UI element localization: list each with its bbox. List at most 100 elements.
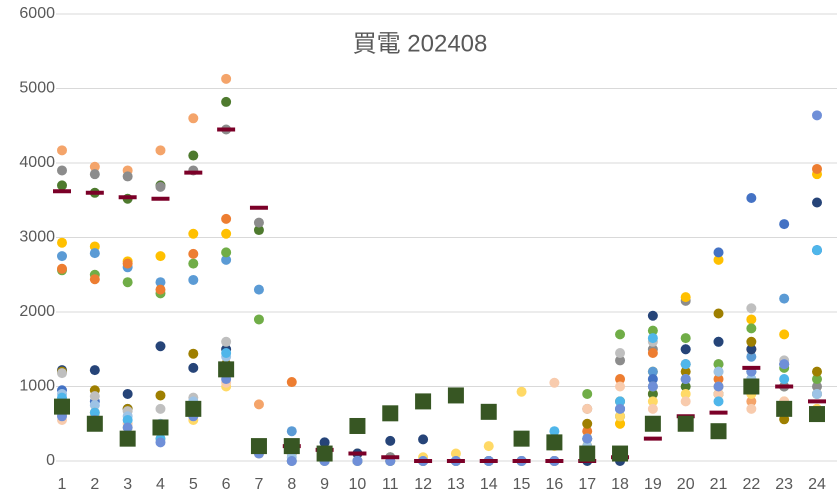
marker <box>286 426 297 437</box>
marker <box>447 387 464 404</box>
marker <box>188 150 199 161</box>
marker <box>152 419 169 436</box>
marker <box>612 445 629 462</box>
marker <box>385 435 396 446</box>
marker <box>253 284 264 295</box>
marker <box>680 292 691 303</box>
marker <box>122 422 133 433</box>
marker <box>57 145 67 156</box>
marker <box>647 396 658 407</box>
marker <box>516 386 527 397</box>
marker <box>221 254 232 265</box>
marker <box>155 437 166 448</box>
marker <box>221 73 232 84</box>
marker <box>680 381 691 392</box>
marker <box>57 263 67 274</box>
marker <box>253 217 264 228</box>
marker <box>779 293 790 304</box>
marker <box>89 365 100 376</box>
marker <box>746 351 757 362</box>
marker <box>579 445 596 462</box>
marker <box>119 430 136 447</box>
x-tick-label: 22 <box>742 476 760 493</box>
marker <box>746 323 757 334</box>
marker <box>743 378 760 395</box>
marker <box>779 329 790 340</box>
marker <box>746 396 757 407</box>
marker <box>779 374 790 385</box>
marker <box>647 388 658 399</box>
marker <box>89 400 100 411</box>
marker <box>57 251 67 262</box>
x-tick-label: 7 <box>255 476 264 493</box>
y-tick-label: 6000 <box>19 5 55 22</box>
marker <box>680 396 691 407</box>
marker <box>188 362 199 373</box>
marker <box>713 359 724 370</box>
marker <box>155 181 166 192</box>
x-tick-label: 11 <box>382 476 399 493</box>
marker <box>746 403 757 414</box>
marker <box>582 433 593 444</box>
marker <box>615 329 626 340</box>
marker <box>253 225 264 236</box>
marker <box>746 336 757 347</box>
marker <box>352 456 363 466</box>
marker <box>253 314 264 325</box>
marker <box>647 374 658 385</box>
marker <box>746 303 757 314</box>
marker <box>582 426 593 437</box>
marker <box>746 193 757 204</box>
marker <box>746 314 757 325</box>
x-tick-label: 18 <box>611 476 629 493</box>
x-tick-label: 2 <box>90 476 99 493</box>
marker <box>483 441 494 452</box>
marker <box>647 366 658 377</box>
y-tick-label: 2000 <box>19 303 55 320</box>
marker <box>615 411 626 422</box>
marker <box>549 426 560 437</box>
marker <box>615 355 626 366</box>
marker <box>221 213 232 224</box>
marker <box>513 430 530 447</box>
x-tick-label: 8 <box>287 476 296 493</box>
marker <box>221 347 232 358</box>
marker <box>812 197 822 208</box>
x-tick-label: 14 <box>480 476 498 493</box>
x-tick-label: 1 <box>58 476 67 493</box>
marker <box>680 333 691 344</box>
marker <box>122 171 133 182</box>
marker <box>713 366 724 377</box>
marker <box>746 344 757 355</box>
marker <box>155 251 166 262</box>
marker <box>647 347 658 358</box>
marker <box>812 381 822 392</box>
marker <box>122 258 133 269</box>
marker <box>349 417 366 434</box>
marker <box>155 284 166 295</box>
marker <box>647 310 658 321</box>
marker <box>812 366 822 377</box>
x-tick-label: 12 <box>414 476 432 493</box>
marker <box>155 277 166 288</box>
marker <box>644 415 661 432</box>
marker <box>89 248 100 259</box>
x-tick-label: 6 <box>222 476 231 493</box>
marker <box>647 333 658 344</box>
marker <box>89 407 100 418</box>
marker <box>122 388 133 399</box>
marker <box>647 381 658 392</box>
marker <box>677 415 694 432</box>
marker <box>546 434 563 451</box>
marker <box>713 308 724 319</box>
x-tick-label: 15 <box>513 476 531 493</box>
x-tick-label: 21 <box>710 476 728 493</box>
x-tick-label: 19 <box>644 476 662 493</box>
marker <box>713 374 724 385</box>
marker <box>713 381 724 392</box>
marker <box>155 390 166 401</box>
marker <box>812 163 822 174</box>
marker <box>647 403 658 414</box>
marker <box>155 145 166 156</box>
